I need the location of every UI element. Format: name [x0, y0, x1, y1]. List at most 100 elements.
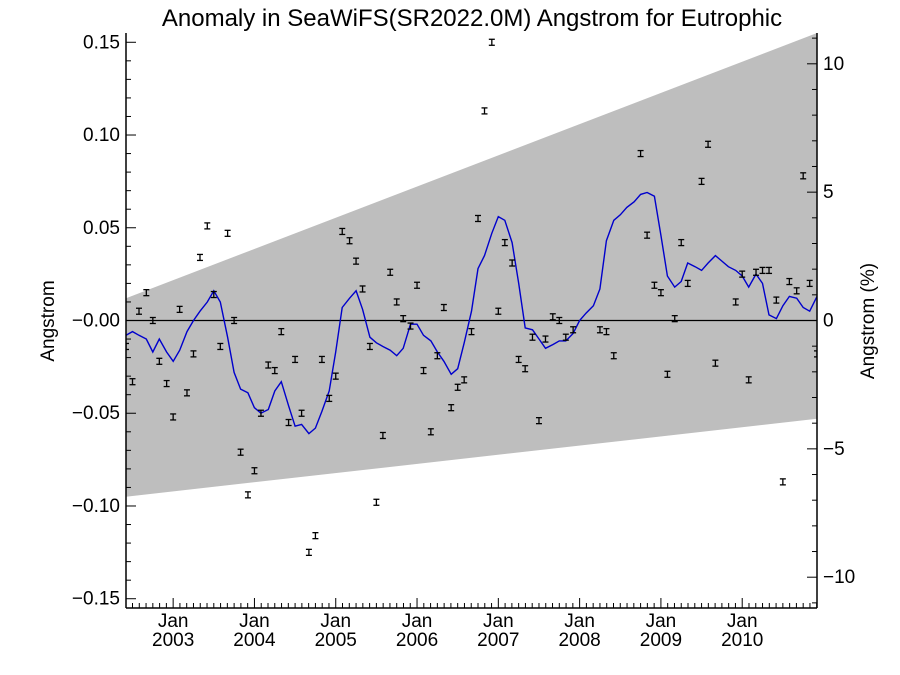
data-point [509, 259, 516, 267]
data-point [265, 361, 272, 369]
data-point [712, 359, 719, 367]
data-point [488, 38, 495, 46]
data-point [800, 172, 807, 180]
data-point [244, 491, 251, 499]
data-point [136, 307, 143, 315]
data-point [448, 404, 455, 412]
y-axis-label: Angstrom [38, 280, 59, 361]
data-point [210, 290, 217, 299]
data-point [434, 352, 441, 360]
x-tick-label-year: 2004 [233, 630, 276, 651]
data-point [305, 548, 312, 557]
data-point [298, 409, 305, 417]
data-point [522, 365, 529, 373]
data-point [698, 177, 705, 186]
smoothed-series-line [126, 191, 817, 435]
data-point [461, 376, 468, 384]
data-point [217, 342, 224, 351]
y2-tick-label: 0 [823, 311, 834, 332]
data-point [814, 350, 817, 358]
data-point [183, 389, 190, 397]
data-point [237, 448, 244, 456]
data-point [224, 229, 231, 237]
data-point [535, 417, 542, 425]
data-point [549, 313, 556, 321]
x-tick-label-year: 2010 [721, 630, 763, 651]
data-point [501, 238, 508, 247]
data-point [346, 237, 353, 245]
data-point [596, 326, 603, 334]
x-tick-label-month: Jan [239, 611, 270, 632]
data-point [251, 467, 258, 475]
data-point [373, 498, 380, 506]
y-tick-label: 0.10 [83, 125, 120, 146]
data-point [610, 352, 617, 360]
x-tick-label-year: 2006 [396, 630, 438, 651]
data-point [414, 281, 421, 289]
data-point [603, 327, 610, 336]
data-point [332, 372, 339, 380]
x-tick-label-month: Jan [646, 611, 677, 632]
data-point [773, 296, 780, 304]
data-point [495, 307, 502, 315]
y2-tick-label: 5 [823, 182, 834, 203]
x-tick-label-year: 2009 [640, 630, 682, 651]
data-point [739, 270, 746, 278]
data-point [231, 316, 238, 325]
x-tick-label-month: Jan [158, 611, 189, 632]
data-point [759, 266, 766, 275]
data-point [766, 266, 773, 275]
data-point [440, 303, 447, 312]
data-point [657, 289, 664, 297]
y-tick-label: −0.00 [72, 311, 120, 332]
data-point [671, 314, 678, 323]
x-tick-label-month: Jan [320, 611, 351, 632]
x-tick-label-year: 2003 [152, 630, 194, 651]
data-point [651, 281, 658, 289]
data-point [481, 107, 488, 115]
data-point [515, 355, 522, 364]
data-point [705, 140, 712, 148]
y2-tick-label: −10 [823, 567, 855, 588]
data-point [387, 268, 394, 276]
data-point [637, 149, 644, 158]
data-point [257, 409, 264, 417]
data-point [793, 287, 800, 295]
x-tick-label-month: Jan [727, 611, 758, 632]
data-point [644, 231, 651, 239]
data-point [285, 418, 292, 427]
data-point [126, 342, 129, 351]
x-tick-label-month: Jan [402, 611, 433, 632]
data-point [475, 214, 482, 223]
data-point [176, 305, 183, 314]
x-tick-label-year: 2008 [558, 630, 600, 651]
data-point [359, 285, 366, 293]
data-point [156, 357, 163, 365]
data-point [786, 277, 793, 286]
data-point [271, 366, 278, 375]
y-tick-label: 0.15 [83, 32, 120, 53]
x-tick-label-month: Jan [483, 611, 514, 632]
data-point [753, 268, 760, 276]
data-point [570, 326, 577, 334]
uncertainty-band [126, 33, 817, 497]
data-point [806, 279, 813, 288]
data-point [393, 298, 400, 306]
data-point [684, 279, 691, 288]
data-point [678, 238, 685, 247]
data-point [312, 532, 319, 540]
data-point [779, 478, 786, 486]
data-point [379, 431, 386, 440]
data-point [427, 428, 434, 436]
data-point [407, 322, 414, 330]
y2-tick-label: −5 [823, 439, 845, 460]
data-point [143, 289, 150, 297]
y2-tick-label: 10 [823, 54, 844, 75]
data-point [562, 333, 569, 341]
y-tick-label: −0.10 [72, 496, 120, 517]
data-point [326, 394, 333, 403]
y-tick-label: −0.05 [72, 403, 120, 424]
y-tick-label: 0.05 [83, 218, 120, 239]
data-point [339, 227, 346, 236]
